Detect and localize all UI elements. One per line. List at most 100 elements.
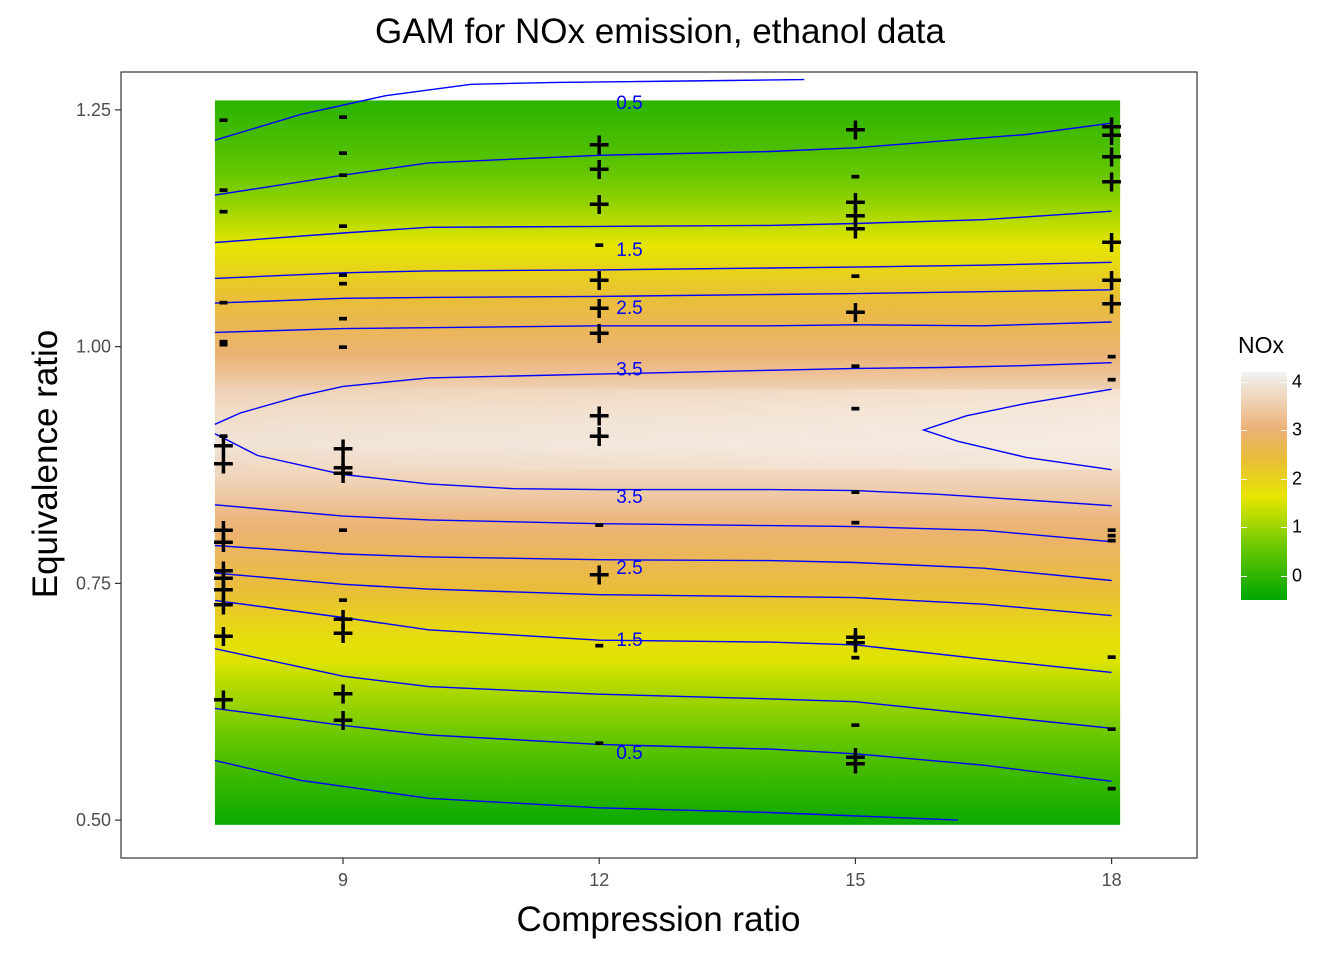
observation-marker: + xyxy=(843,185,868,220)
x-axis-title: Compression ratio xyxy=(516,900,801,939)
observation-marker: + xyxy=(587,419,612,454)
contour-label: 3.5 xyxy=(616,359,642,380)
contour-line xyxy=(214,504,1112,543)
observation-marker: + xyxy=(211,561,236,596)
contour-line xyxy=(214,321,1112,334)
observation-marker: - xyxy=(1106,520,1117,550)
observation-marker: + xyxy=(211,554,236,589)
observation-marker: - xyxy=(1106,773,1117,803)
observation-marker: - xyxy=(850,507,861,537)
observation-marker: + xyxy=(843,212,868,247)
contour-line xyxy=(214,433,1112,507)
observation-marker: - xyxy=(218,421,229,451)
legend-tick-mark xyxy=(1241,381,1247,383)
observation-marker: - xyxy=(218,104,229,134)
observation-marker: - xyxy=(1106,525,1117,555)
observation-marker: + xyxy=(211,513,236,548)
y-axis: 0.50 0.75 1.00 1.25 xyxy=(76,100,121,830)
x-tick-label: 9 xyxy=(338,870,348,890)
observation-marker: + xyxy=(211,682,236,717)
contour-line xyxy=(214,362,1112,425)
observation-marker: - xyxy=(338,260,349,290)
observation-marker: - xyxy=(850,161,861,191)
observation-marker: - xyxy=(594,727,605,757)
legend-tick-mark xyxy=(1281,527,1287,529)
contour-line xyxy=(214,261,1112,280)
observation-marker: + xyxy=(587,557,612,592)
observation-marker: + xyxy=(1099,164,1124,199)
contour-line xyxy=(214,572,1112,617)
observation-marker: + xyxy=(330,616,355,651)
y-tick-label: 1.00 xyxy=(76,337,111,357)
contour-line xyxy=(214,544,1112,582)
panel-border xyxy=(120,71,1198,859)
legend-tick-mark xyxy=(1241,527,1247,529)
legend-colorbar xyxy=(1241,372,1287,600)
observation-marker: + xyxy=(843,295,868,330)
observation-marker: + xyxy=(211,525,236,560)
observation-marker: - xyxy=(850,393,861,423)
observation-marker: - xyxy=(338,159,349,189)
contour-label: 3.5 xyxy=(616,487,642,508)
contour-line xyxy=(214,648,1112,729)
observation-marker: + xyxy=(330,450,355,485)
observation-marker: + xyxy=(1099,109,1124,144)
observation-marker: - xyxy=(850,351,861,381)
observation-marker: + xyxy=(843,620,868,655)
legend-tick-mark xyxy=(1281,478,1287,480)
x-tick-label: 18 xyxy=(1102,870,1122,890)
observation-marker: - xyxy=(338,584,349,614)
observation-marker: - xyxy=(1106,514,1117,544)
observation-marker: + xyxy=(330,602,355,637)
y-tick-label: 0.75 xyxy=(76,573,111,593)
contour-label: 2.5 xyxy=(616,558,642,579)
observation-marker: - xyxy=(1106,641,1117,671)
legend-tick-mark xyxy=(1281,430,1287,432)
legend-tick-label: 0 xyxy=(1292,565,1303,586)
observation-marker: + xyxy=(843,112,868,147)
legend-tick-mark xyxy=(1281,381,1287,383)
observation-marker: - xyxy=(850,261,861,291)
observation-marker: + xyxy=(1099,140,1124,175)
legend-tick-label: 3 xyxy=(1292,419,1303,440)
observation-marker: - xyxy=(338,268,349,298)
observation-marker: + xyxy=(211,573,236,608)
observation-marker: - xyxy=(218,287,229,317)
contour-labels: 0.5 1.5 2.5 3.5 3.5 2.5 1.5 0.5 xyxy=(616,93,642,764)
contour-line xyxy=(921,388,1112,471)
legend-tick-mark xyxy=(1281,575,1287,577)
observation-marker: + xyxy=(587,152,612,187)
legend-tick-mark xyxy=(1241,478,1247,480)
observation-marker: + xyxy=(211,619,236,654)
legend-tick-label: 2 xyxy=(1292,468,1303,489)
observation-marker: - xyxy=(850,642,861,672)
legend-title: NOx xyxy=(1238,332,1284,358)
observation-markers: -------++++++++++--------+++--+++++++-++… xyxy=(211,102,1124,803)
observation-marker: - xyxy=(218,326,229,356)
observation-marker: + xyxy=(330,456,355,491)
observation-marker: - xyxy=(218,329,229,359)
observation-marker: + xyxy=(843,747,868,782)
contour-label: 0.5 xyxy=(616,743,642,764)
observation-marker: + xyxy=(587,398,612,433)
contour-label: 0.5 xyxy=(616,93,642,114)
chart-title: GAM for NOx emission, ethanol data xyxy=(375,12,945,51)
contour-line xyxy=(214,210,1112,244)
contour-line xyxy=(214,122,1112,196)
observation-marker: + xyxy=(1099,225,1124,260)
observation-marker: + xyxy=(587,263,612,298)
observation-marker: + xyxy=(1099,263,1124,298)
x-tick-label: 12 xyxy=(589,870,609,890)
y-tick-label: 1.25 xyxy=(76,100,111,120)
observation-marker: + xyxy=(587,291,612,326)
legend-tick-label: 1 xyxy=(1292,516,1303,537)
observation-marker: + xyxy=(587,187,612,222)
observation-marker: - xyxy=(594,510,605,540)
observation-marker: - xyxy=(594,229,605,259)
y-tick-label: 0.50 xyxy=(76,810,111,830)
observation-marker: + xyxy=(587,316,612,351)
observation-marker: - xyxy=(338,332,349,362)
x-tick-label: 15 xyxy=(845,870,865,890)
contour-line xyxy=(214,707,1112,782)
contour-label: 1.5 xyxy=(616,630,642,651)
